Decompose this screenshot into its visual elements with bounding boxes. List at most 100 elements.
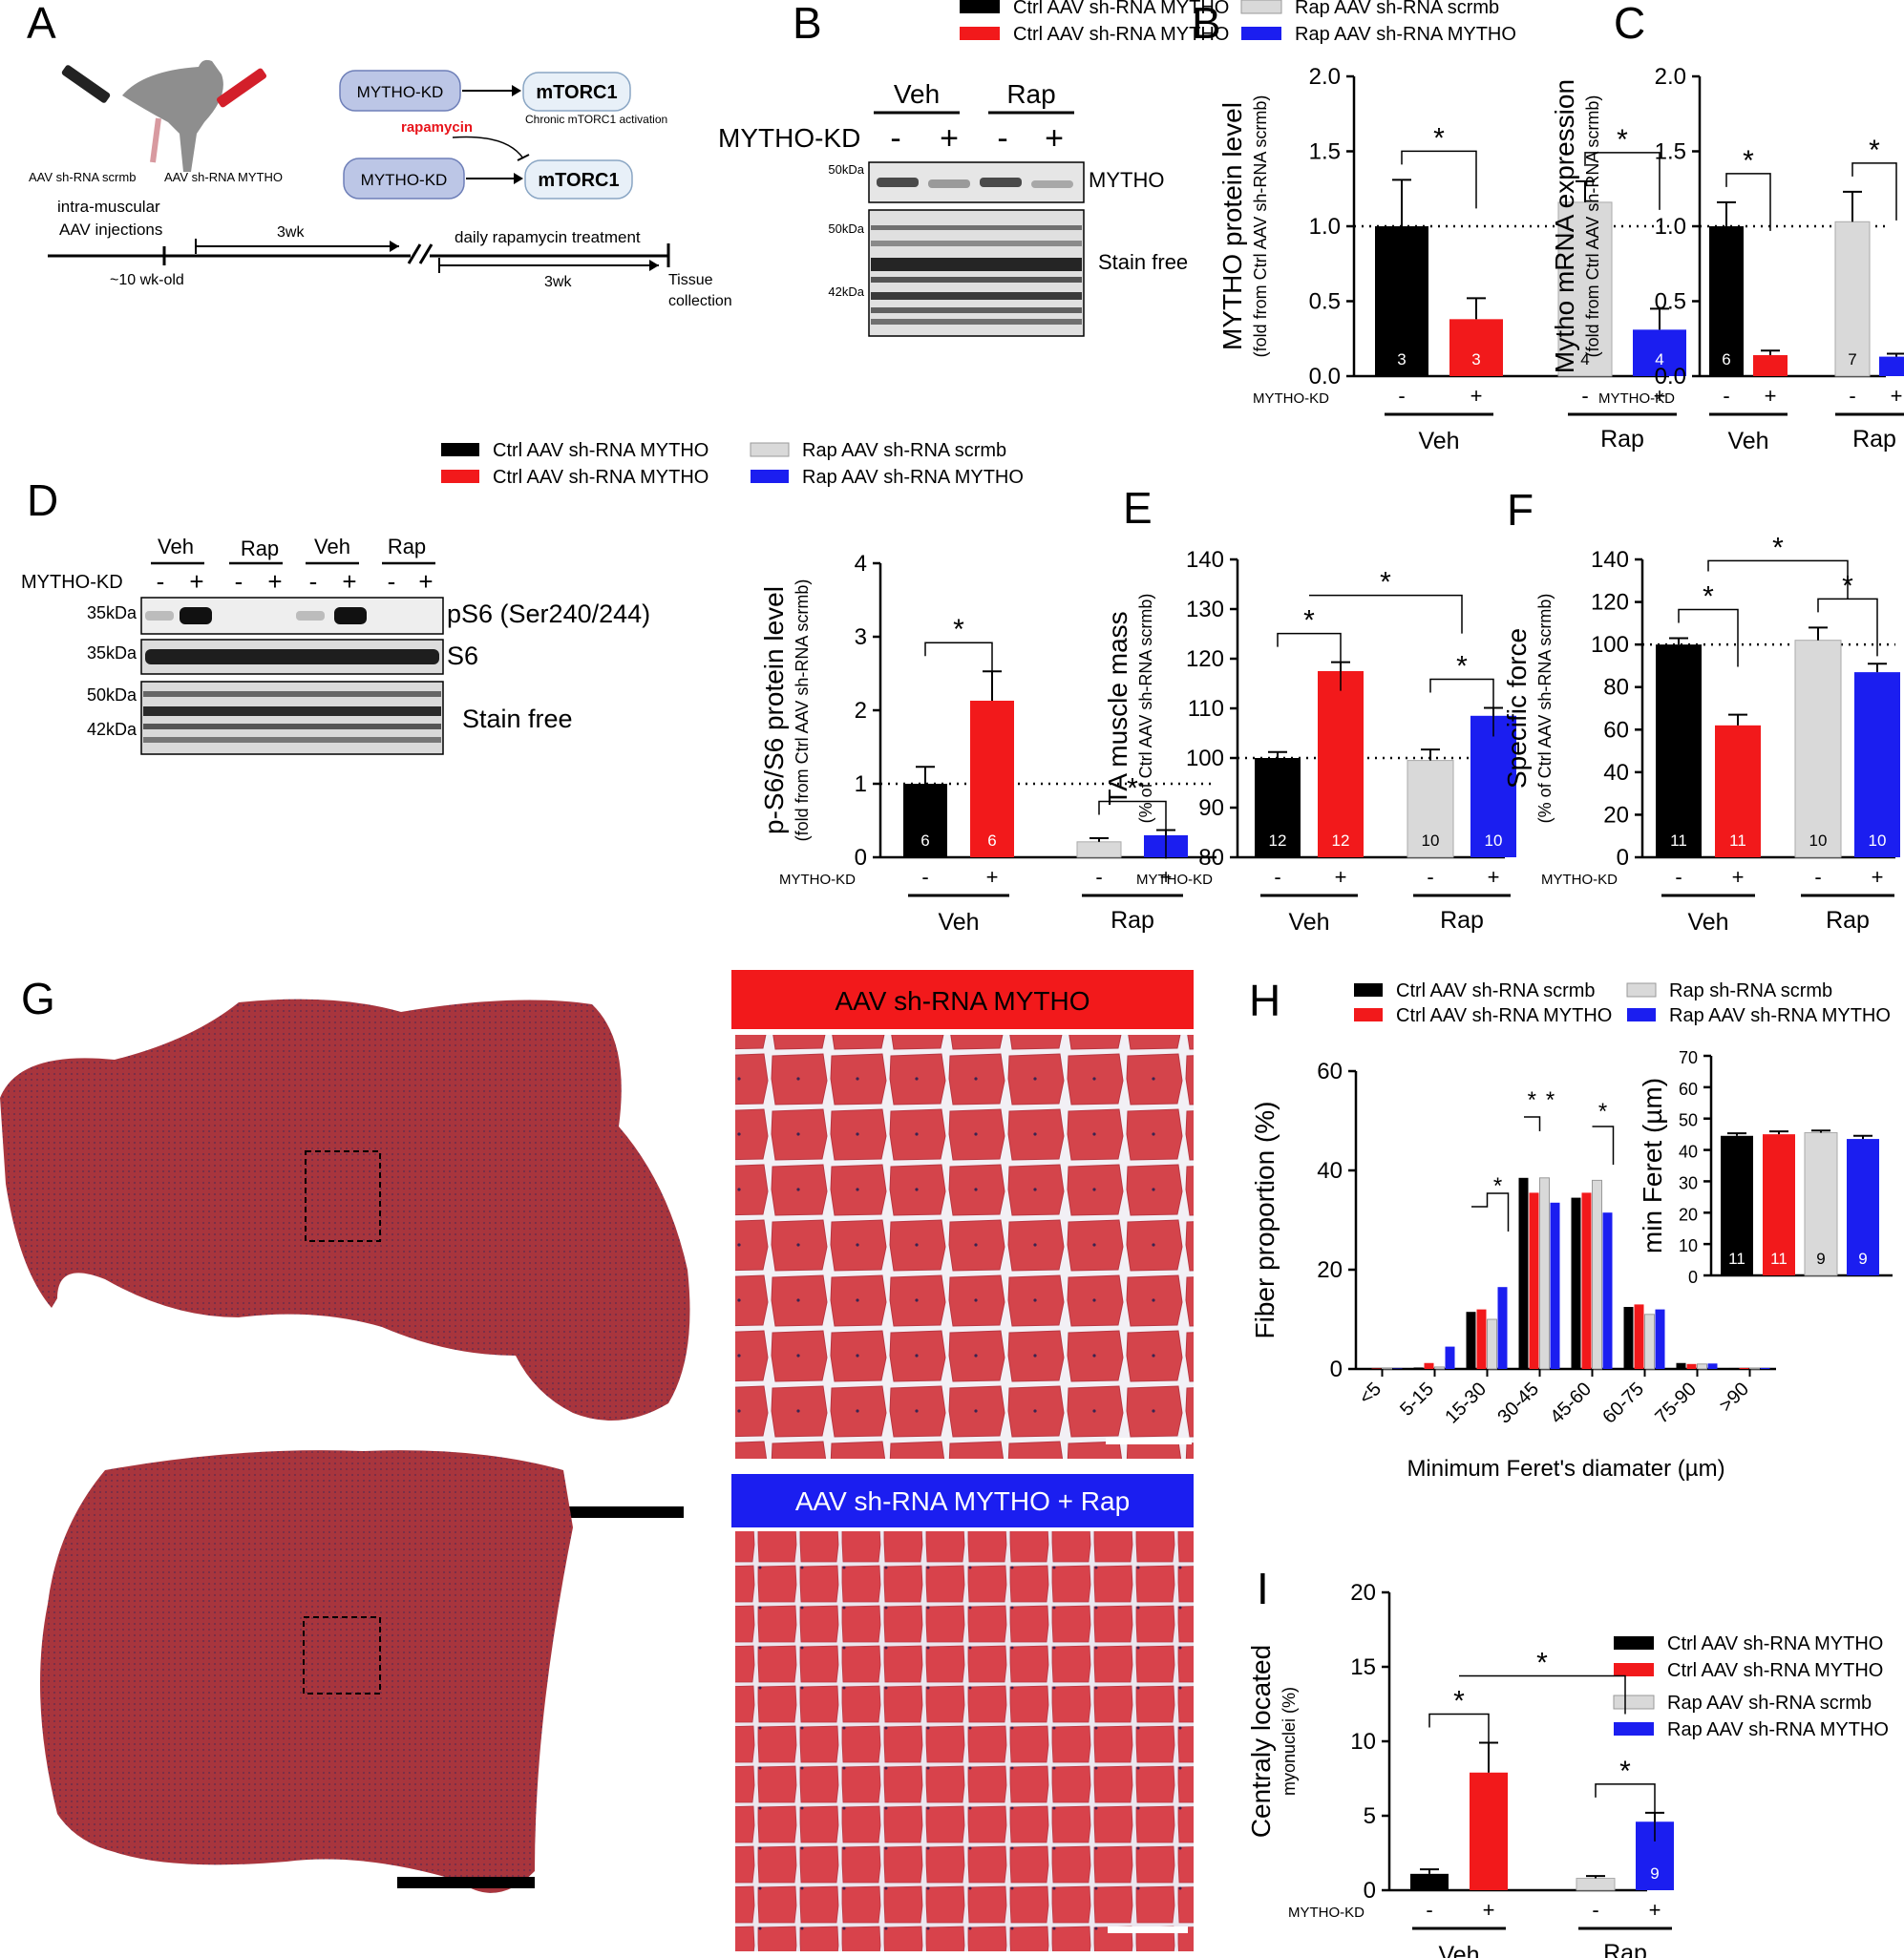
bar xyxy=(1592,1179,1602,1370)
x-tick-label: 30-45 xyxy=(1493,1379,1543,1428)
significance-bracket xyxy=(1429,678,1494,737)
y-tick-label: 1.0 xyxy=(1655,214,1686,240)
y-tick-label: 70 xyxy=(1679,1048,1698,1067)
chart-h-inset: 0 10 20 30 40 50 60 70 min Feret (µm) 11 11 9 9 xyxy=(1638,1048,1893,1287)
panel-letter: A xyxy=(27,0,56,48)
bar xyxy=(1709,226,1744,376)
kd-sign: + xyxy=(1732,865,1745,889)
marker: 50kDa xyxy=(828,162,864,177)
y-tick-label: 0.0 xyxy=(1309,364,1341,389)
n-label: 12 xyxy=(1269,832,1287,850)
legend-label: Ctrl AAV sh-RNA MYTHO xyxy=(1667,1660,1883,1681)
bar xyxy=(1834,221,1871,377)
y-tick-label: 140 xyxy=(1591,547,1629,573)
kd-sign: + xyxy=(1160,865,1173,889)
legend-label: Rap AAV sh-RNA MYTHO xyxy=(1669,1005,1891,1026)
significance-star: * xyxy=(1127,773,1138,805)
scale-bar xyxy=(1108,1926,1188,1933)
label-bottom: AAV sh-RNA MYTHO + Rap xyxy=(795,1486,1130,1516)
group-label: Rap xyxy=(1852,426,1896,453)
legend-i: Ctrl AAV sh-RNA MYTHO Ctrl AAV sh-RNA MYT… xyxy=(1613,1633,1889,1740)
y-tick-label: 0.0 xyxy=(1655,364,1686,389)
y-tick-label: 0 xyxy=(1330,1357,1343,1382)
panel-letter: F xyxy=(1507,485,1534,535)
y-tick-label: 40 xyxy=(1679,1143,1698,1162)
kd-label: MYTHO-KD xyxy=(1136,872,1213,888)
kd-sign: - xyxy=(1849,384,1855,408)
kd-label: MYTHO-KD xyxy=(1541,872,1618,888)
bar xyxy=(1655,1309,1665,1369)
significance-star: * xyxy=(1456,650,1468,682)
blot-sign: - xyxy=(309,567,318,596)
bar xyxy=(1715,725,1761,857)
n-label: 11 xyxy=(1729,832,1746,850)
y-tick-label: 140 xyxy=(1186,547,1224,573)
legend-h: Ctrl AAV sh-RNA scrmb Ctrl AAV sh-RNA MYT… xyxy=(1354,980,1891,1026)
legend-swatch xyxy=(1241,27,1281,40)
y-tick-label: 2 xyxy=(855,698,867,724)
group-label: Veh xyxy=(1727,428,1768,454)
significance-star: * xyxy=(1703,580,1714,612)
legend-swatch xyxy=(1354,983,1383,997)
bar xyxy=(1476,1309,1487,1369)
bar xyxy=(1739,1367,1749,1369)
y-tick-label: 60 xyxy=(1603,717,1629,743)
n-label: 10 xyxy=(1869,832,1887,850)
n-label: 10 xyxy=(1422,832,1440,850)
chart-d: 0 1 2 3 4 p-S6/S6 protein level (fold from Ctr… xyxy=(759,551,1216,936)
y-axis-sublabel: (% of Ctrl AAV sh-RNA scrmb) xyxy=(1535,594,1555,824)
chronic-label: Chronic mTORC1 activation xyxy=(525,113,667,126)
n-label: 11 xyxy=(1770,1250,1788,1268)
blot-sign: - xyxy=(157,567,165,596)
blot-sign: + xyxy=(418,567,433,596)
bar xyxy=(1634,1304,1644,1369)
kd-sign: - xyxy=(1427,865,1433,889)
scale-bar xyxy=(546,1506,684,1518)
bar xyxy=(1407,760,1454,858)
n-label: 11 xyxy=(1728,1250,1745,1268)
x-tick-label: 60-75 xyxy=(1598,1379,1648,1428)
x-tick-label: 5-15 xyxy=(1396,1379,1438,1421)
group-label: Rap xyxy=(1600,426,1644,453)
blot-sign: - xyxy=(388,567,396,596)
legend-swatch xyxy=(1613,1695,1655,1710)
band-label: S6 xyxy=(447,642,478,670)
y-tick-label: 2.0 xyxy=(1655,64,1686,90)
legend-label: Rap sh-RNA scrmb xyxy=(1669,980,1832,1001)
blot-sign: - xyxy=(997,120,1007,157)
group-label: Rap xyxy=(1603,1940,1647,1958)
bar xyxy=(1794,640,1842,858)
legend-label: Rap AAV sh-RNA scrmb xyxy=(1667,1693,1872,1714)
kd-sign: + xyxy=(1872,865,1884,889)
significance-bracket xyxy=(1459,1674,1626,1715)
kd-sign: - xyxy=(921,865,928,889)
inset-box xyxy=(303,1616,381,1695)
kd-label: MYTHO-KD xyxy=(779,872,856,888)
blot-stain-free xyxy=(868,209,1085,337)
legend-swatch xyxy=(1626,982,1657,998)
significance-bracket xyxy=(924,642,993,701)
y-tick-label: 0 xyxy=(855,845,867,871)
y-axis-label: p-S6/S6 protein level xyxy=(759,586,789,834)
kd-sign: + xyxy=(1654,384,1666,408)
y-tick-label: 110 xyxy=(1188,696,1224,722)
injection-line1: intra-muscular xyxy=(57,198,160,216)
significance-bracket xyxy=(1725,173,1771,231)
significance-bracket xyxy=(1428,1713,1490,1772)
n-label: 4 xyxy=(1655,350,1663,368)
y-axis-label: Mytho mRNA expression xyxy=(1550,79,1579,373)
legend-top: Ctrl AAV sh-RNA MYTHO Ctrl AAV sh-RNA MYT… xyxy=(960,0,1516,45)
y-tick-label: 100 xyxy=(1591,632,1629,658)
significance-star: * xyxy=(1869,135,1880,166)
kd-sign: + xyxy=(1649,1898,1661,1922)
label-3wk-1: 3wk xyxy=(277,224,305,241)
bar xyxy=(1676,1362,1686,1369)
chart-i: I 0 5 10 15 20 Centraly located myonuclei (%) 9 M… xyxy=(1246,1564,1674,1958)
n-label: 10 xyxy=(1809,832,1828,850)
bar xyxy=(1413,1367,1424,1369)
significance-star: * xyxy=(1453,1686,1465,1717)
mtorc-label: mTORC1 xyxy=(536,82,617,103)
n-label: 9 xyxy=(1858,1250,1867,1268)
significance-bracket xyxy=(1309,594,1463,634)
bar xyxy=(1529,1192,1539,1369)
